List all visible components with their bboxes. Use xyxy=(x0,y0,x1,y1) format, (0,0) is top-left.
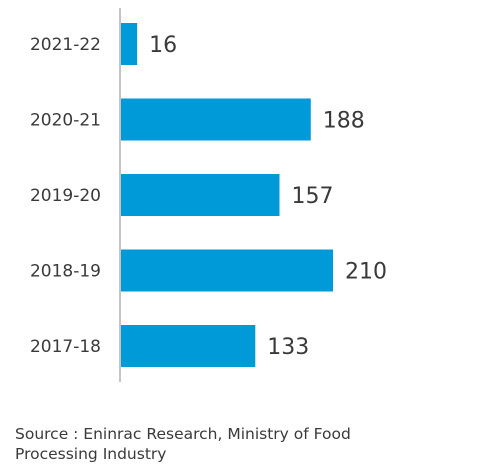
bar-2017-18 xyxy=(121,325,256,367)
bar-2020-21 xyxy=(121,98,311,141)
bar-chart: 2021-22 16 2020-21 188 2019-20 157 2018-19 210 2… xyxy=(30,8,387,382)
value-label: 188 xyxy=(323,109,365,134)
category-label: 2017-18 xyxy=(30,337,101,357)
bar-2019-20 xyxy=(121,174,280,216)
bar-2021-22 xyxy=(121,23,138,65)
category-label: 2021-22 xyxy=(30,35,101,55)
value-label: 157 xyxy=(291,184,333,209)
bar-2018-19 xyxy=(121,249,333,292)
category-label: 2018-19 xyxy=(30,262,101,282)
value-label: 16 xyxy=(149,33,177,58)
value-label: 133 xyxy=(267,335,309,360)
value-label: 210 xyxy=(345,260,387,285)
category-label: 2019-20 xyxy=(30,186,101,206)
category-label: 2020-21 xyxy=(30,111,101,131)
source-note: Source : Eninrac Research, Ministry of F… xyxy=(15,425,351,463)
